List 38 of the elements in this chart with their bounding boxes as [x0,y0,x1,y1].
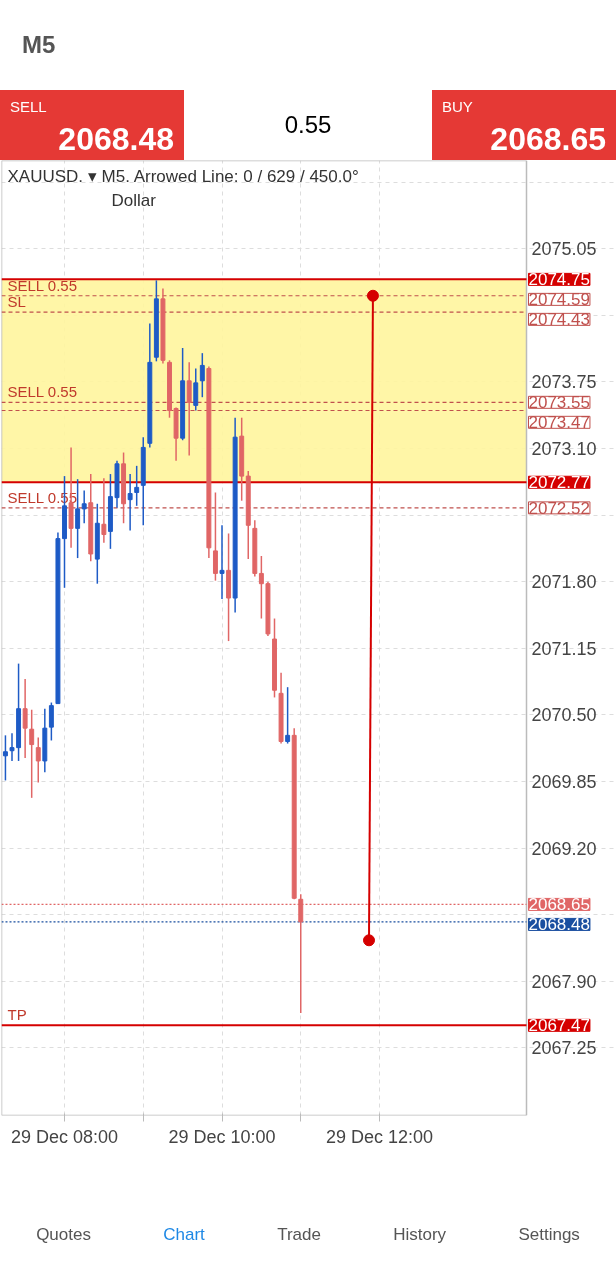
text: 0.55 [284,109,332,140]
y-tick-label: 2069.20 [531,838,597,859]
text: Dollar [111,190,157,210]
annotation: SELL 0.55 [7,383,77,401]
ref-line-label: 2074.59 [528,290,590,310]
ref-line-label: 2067.47 [528,1016,590,1036]
text: SELL [10,97,48,117]
y-tick-label: 2071.15 [531,638,597,659]
text: 2068.65 [489,120,606,160]
ref-line-label: 2068.65 [528,895,590,915]
y-tick-label: 2073.10 [531,438,597,459]
x-tick-label: 29 Dec 10:00 [168,1126,276,1147]
text: History [393,1224,447,1246]
ref-line-label: 2073.47 [528,413,590,433]
annotation: SL [7,293,26,311]
ref-line-label: 2068.48 [528,915,590,935]
x-tick-label: 29 Dec 08:00 [10,1126,119,1147]
text: Quotes [36,1224,91,1246]
text: Chart [163,1224,205,1246]
y-tick-label: 2067.25 [531,1038,597,1059]
y-tick-label: 2073.75 [531,372,597,393]
y-tick-label: 2071.80 [531,572,597,593]
chart-title: XAUUSD. ▾ M5. Arrowed Line: 0 / 629 / 450.0° [7,166,359,186]
text: 2068.48 [57,120,174,160]
x-tick-label: 29 Dec 12:00 [325,1126,434,1147]
y-tick-label: 2070.50 [531,705,597,726]
y-tick-label: 2069.85 [531,771,597,792]
text: M5 [22,29,56,60]
y-tick-label: 2075.05 [531,239,597,260]
ref-line-label: 2072.52 [528,498,590,518]
annotation: TP [7,1006,27,1024]
text: Trade [277,1224,321,1246]
ref-line-label: 2072.77 [528,473,590,493]
y-tick-label: 2067.90 [531,971,597,992]
ref-line-label: 2074.75 [528,270,590,290]
annotation: SELL 0.55 [7,276,77,294]
text: Settings [518,1224,580,1246]
text: BUY [442,97,474,117]
